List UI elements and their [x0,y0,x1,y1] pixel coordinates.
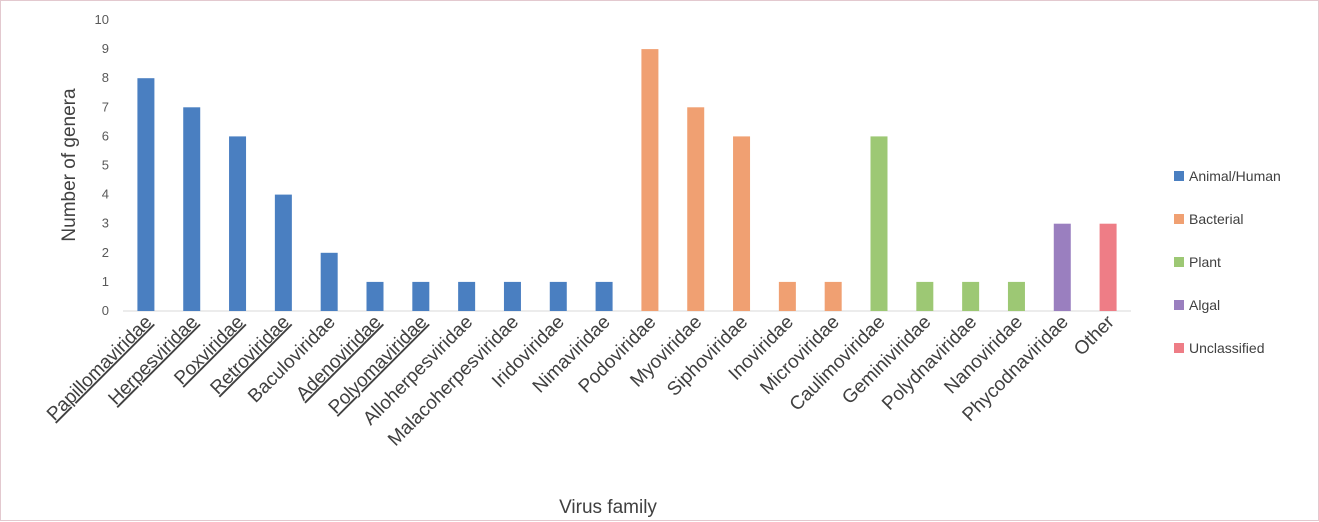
y-tick-label: 0 [102,303,109,318]
bar [916,281,934,311]
legend-label: Bacterial [1189,211,1243,227]
bar [320,252,338,311]
legend-swatch [1174,343,1184,353]
legend-label: Plant [1189,254,1221,270]
x-axis-title: Virus family [559,497,657,518]
y-tick-label: 10 [95,12,109,27]
legend-swatch [1174,214,1184,224]
bar [137,78,155,311]
legend-label: Animal/Human [1189,168,1281,184]
bar [549,281,567,311]
y-tick-label: 7 [102,99,109,114]
bar [778,281,796,311]
y-tick-label: 3 [102,216,109,231]
y-tick-label: 5 [102,158,109,173]
legend-swatch [1174,171,1184,181]
bar [1007,281,1025,311]
y-axis-title: Number of genera [59,88,80,242]
bar [229,136,247,311]
y-tick-label: 6 [102,128,109,143]
legend: Animal/Human Bacterial Plant Algal Unclassif… [1174,168,1281,356]
bar [824,281,842,311]
bar [412,281,430,311]
bar [962,281,980,311]
y-axis-ticks: 0 1 2 3 4 5 6 7 8 9 10 [95,12,109,318]
y-tick-label: 8 [102,70,109,85]
bar [687,107,705,311]
legend-swatch [1174,300,1184,310]
bar [870,136,888,311]
bars [137,49,1117,311]
y-tick-label: 2 [102,245,109,260]
legend-label: Algal [1189,297,1220,313]
legend-label: Unclassified [1189,340,1264,356]
bar [641,49,659,311]
bar [733,136,751,311]
bar [1099,223,1117,311]
y-tick-label: 1 [102,274,109,289]
bar [183,107,201,311]
y-tick-label: 4 [102,187,109,202]
bar [458,281,476,311]
x-tick-label: Other [1070,311,1119,360]
legend-swatch [1174,257,1184,267]
bar [1053,223,1071,311]
bar [366,281,384,311]
y-tick-label: 9 [102,41,109,56]
bar [503,281,521,311]
bar [274,194,292,311]
x-axis-category-labels: PapillomaviridaeHerpesviridaePoxviridaeR… [43,311,1119,450]
bar [595,281,613,311]
